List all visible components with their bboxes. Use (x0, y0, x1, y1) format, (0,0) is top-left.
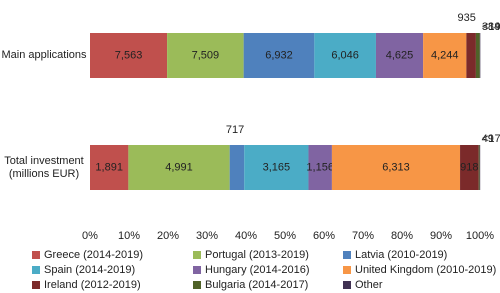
bar-segment (375, 33, 424, 78)
x-tick-label: 20% (157, 230, 179, 242)
bar-segment (478, 145, 480, 190)
bar-segment (314, 33, 376, 78)
bar-segment (423, 33, 467, 78)
legend-label: Greece (2014-2019) (44, 249, 143, 261)
legend-swatch (32, 281, 40, 289)
data-label: 918 (460, 161, 478, 173)
data-label: 935 (458, 12, 476, 24)
bar-segment (479, 145, 481, 190)
bar-segment (331, 145, 461, 190)
x-tick-label: 60% (313, 230, 335, 242)
x-tick-label: 70% (352, 230, 374, 242)
bar-segment (244, 145, 309, 190)
bar-segment (308, 145, 332, 190)
bar-segment (90, 33, 168, 78)
legend-label: Bulgaria (2014-2017) (205, 279, 308, 291)
legend-swatch (193, 266, 201, 274)
bar-segment (479, 33, 481, 78)
data-label: 717 (226, 124, 244, 136)
legend-label: United Kingdom (2010-2019) (355, 264, 496, 276)
y-tick-label: Main applications (1, 49, 87, 61)
legend-swatch (193, 281, 201, 289)
bar-segment (229, 145, 245, 190)
data-label: 49 (482, 133, 494, 145)
x-tick-label: 100% (466, 230, 494, 242)
data-label: 4,625 (386, 49, 414, 61)
x-tick-label: 40% (235, 230, 257, 242)
data-label: <19 (482, 21, 500, 33)
legend-label: Other (355, 279, 383, 291)
data-label: 4,244 (431, 49, 459, 61)
data-label: 7,563 (115, 49, 143, 61)
x-tick-label: 30% (196, 230, 218, 242)
data-label: 1,156 (306, 161, 334, 173)
bar-segment (90, 145, 129, 190)
data-label: 6,313 (382, 161, 410, 173)
data-label: 6,046 (331, 49, 359, 61)
legend-label: Portugal (2013-2019) (205, 249, 309, 261)
legend-swatch (343, 251, 351, 259)
bar-segment (128, 145, 230, 190)
x-tick-label: 10% (118, 230, 140, 242)
legend-swatch (343, 266, 351, 274)
bar-segment (475, 33, 480, 78)
bar-segment (243, 33, 315, 78)
data-label: <17 (482, 133, 500, 145)
bar-segment (167, 33, 244, 78)
legend-label: Ireland (2012-2019) (44, 279, 141, 291)
x-tick-label: 0% (82, 230, 98, 242)
data-label: 4,991 (165, 161, 193, 173)
bar-segment (460, 145, 479, 190)
data-label: 1,891 (95, 161, 123, 173)
y-tick-label: Total investment (millions EUR) (4, 154, 84, 180)
legend-label: Hungary (2014-2016) (205, 264, 310, 276)
data-label: 7,509 (192, 49, 220, 61)
legend-label: Spain (2014-2019) (44, 264, 135, 276)
legend-swatch (343, 281, 351, 289)
x-tick-label: 80% (391, 230, 413, 242)
legend-swatch (32, 251, 40, 259)
legend-label: Latvia (2010-2019) (355, 249, 447, 261)
data-label: 6,932 (265, 49, 293, 61)
data-label: 384 (482, 21, 500, 33)
x-tick-label: 90% (430, 230, 452, 242)
legend-swatch (193, 251, 201, 259)
bar-segment (466, 33, 476, 78)
x-tick-label: 50% (274, 230, 296, 242)
legend-swatch (32, 266, 40, 274)
data-label: 3,165 (263, 161, 291, 173)
